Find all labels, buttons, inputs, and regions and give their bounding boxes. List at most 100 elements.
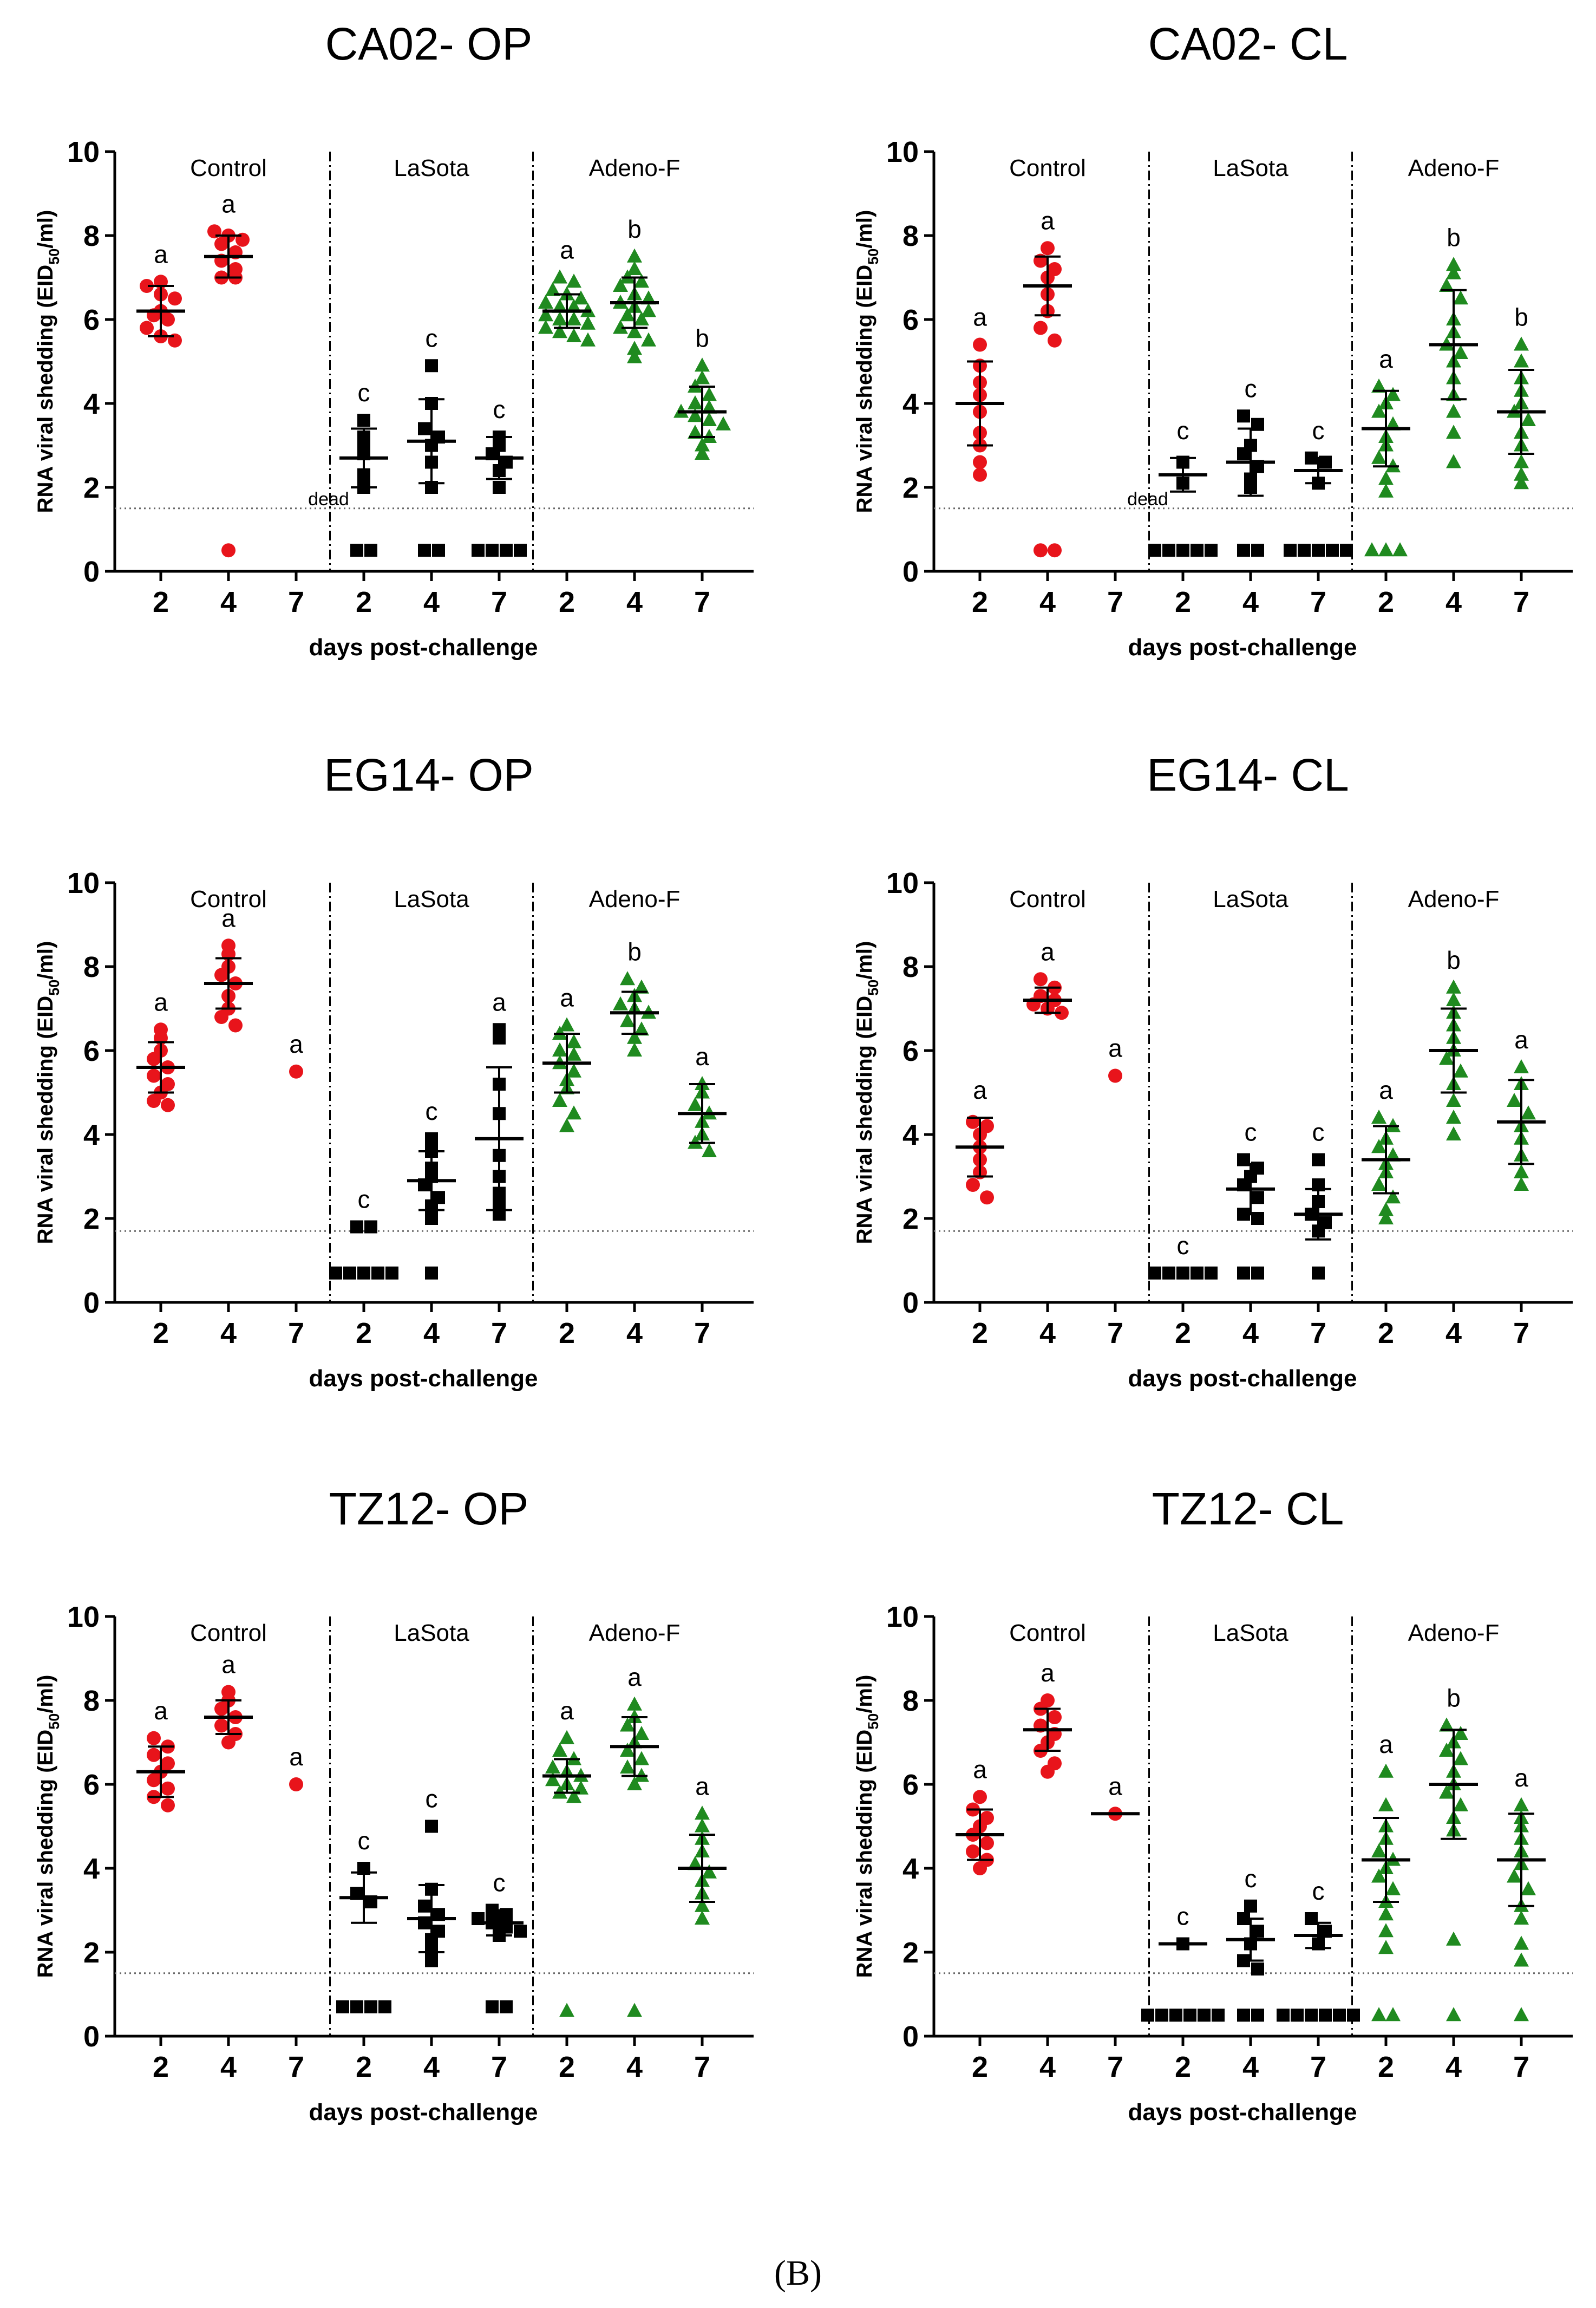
significance-letter: a bbox=[695, 1772, 709, 1800]
data-point bbox=[364, 544, 377, 557]
data-point bbox=[1385, 1189, 1401, 1204]
data-point bbox=[1162, 1266, 1175, 1280]
data-point bbox=[161, 1798, 175, 1813]
data-point bbox=[289, 1064, 303, 1079]
data-point bbox=[559, 1118, 574, 1132]
significance-letter: c bbox=[493, 1869, 506, 1897]
data-point bbox=[620, 307, 635, 322]
data-point bbox=[1514, 1797, 1529, 1811]
data-point bbox=[980, 1119, 994, 1133]
x-tick-label: 4 bbox=[423, 586, 440, 618]
data-point bbox=[545, 1759, 560, 1774]
significance-letter: c bbox=[1177, 1902, 1189, 1931]
data-point bbox=[228, 262, 243, 276]
x-axis-label: days post-challenge bbox=[1128, 634, 1357, 661]
data-point bbox=[364, 1220, 377, 1234]
x-tick-label: 7 bbox=[1107, 1317, 1123, 1349]
data-point bbox=[1378, 1923, 1394, 1938]
significance-letter: b bbox=[627, 937, 642, 966]
y-tick-label: 10 bbox=[67, 1601, 100, 1633]
data-point bbox=[221, 1685, 236, 1699]
data-point bbox=[1385, 2007, 1401, 2022]
data-point bbox=[1305, 2009, 1318, 2022]
x-tick-label: 2 bbox=[356, 2051, 372, 2083]
data-point bbox=[688, 408, 703, 422]
data-point bbox=[552, 324, 567, 338]
data-point bbox=[1521, 1105, 1536, 1120]
y-tick-label: 0 bbox=[902, 556, 919, 588]
data-point bbox=[695, 370, 710, 384]
data-point bbox=[695, 357, 710, 372]
y-axis-label: RNA viral shedding (EID50/ml) bbox=[853, 941, 881, 1244]
data-point bbox=[641, 303, 656, 317]
data-point bbox=[418, 1899, 431, 1913]
data-point bbox=[566, 273, 581, 288]
data-point bbox=[1514, 1952, 1529, 1967]
data-point bbox=[1048, 1710, 1062, 1724]
data-point bbox=[966, 1178, 980, 1192]
data-point bbox=[1183, 2009, 1196, 2022]
data-point bbox=[425, 1212, 438, 1225]
data-point bbox=[613, 996, 628, 1010]
data-point bbox=[1385, 1147, 1401, 1162]
significance-letter: b bbox=[1447, 946, 1461, 974]
y-tick-label: 6 bbox=[83, 1769, 100, 1801]
data-point bbox=[1205, 544, 1218, 557]
y-tick-label: 6 bbox=[83, 1035, 100, 1067]
x-tick-label: 2 bbox=[153, 586, 169, 618]
group-label: Adeno-F bbox=[589, 886, 681, 912]
data-point bbox=[1041, 241, 1055, 256]
data-point bbox=[1371, 403, 1386, 418]
data-point bbox=[627, 341, 642, 355]
y-tick-label: 10 bbox=[67, 867, 100, 899]
data-point bbox=[1514, 1935, 1529, 1950]
significance-letter: c bbox=[358, 379, 370, 407]
data-point bbox=[425, 1820, 438, 1833]
data-point bbox=[566, 1105, 581, 1120]
data-point bbox=[1507, 1093, 1522, 1107]
data-point bbox=[343, 1266, 356, 1280]
significance-letter: c bbox=[358, 1827, 370, 1855]
data-point bbox=[620, 1743, 635, 1757]
data-point bbox=[1251, 1266, 1264, 1280]
data-point bbox=[1507, 1868, 1522, 1883]
significance-letter: a bbox=[1041, 1659, 1055, 1687]
data-point bbox=[1141, 2009, 1154, 2022]
data-point bbox=[425, 1132, 438, 1145]
y-tick-label: 10 bbox=[886, 136, 919, 168]
data-point bbox=[1446, 1110, 1461, 1124]
significance-letter: c bbox=[1245, 1864, 1257, 1893]
data-point bbox=[147, 1748, 161, 1762]
x-tick-label: 2 bbox=[153, 2051, 169, 2083]
data-point bbox=[627, 2003, 642, 2017]
x-tick-label: 2 bbox=[972, 2051, 988, 2083]
dead-label: dead bbox=[308, 489, 349, 510]
x-tick-label: 4 bbox=[1039, 586, 1056, 618]
x-tick-label: 2 bbox=[1175, 1317, 1191, 1349]
data-point bbox=[966, 1844, 980, 1859]
x-tick-label: 2 bbox=[153, 1317, 169, 1349]
x-tick-label: 4 bbox=[626, 1317, 643, 1349]
data-point bbox=[1205, 1266, 1218, 1280]
data-point bbox=[1439, 1784, 1454, 1799]
data-point bbox=[1169, 2009, 1182, 2022]
data-point bbox=[350, 2000, 363, 2013]
data-point bbox=[432, 1925, 445, 1938]
data-point bbox=[1312, 1266, 1325, 1280]
significance-letter: c bbox=[1312, 1118, 1325, 1146]
data-point bbox=[1162, 544, 1175, 557]
data-point bbox=[500, 544, 513, 557]
chart-title: CA02- CL bbox=[1148, 18, 1348, 69]
data-point bbox=[1378, 1940, 1394, 1954]
data-point bbox=[140, 321, 154, 335]
group-label: Control bbox=[1009, 155, 1086, 181]
data-point bbox=[1340, 544, 1353, 557]
significance-letter: a bbox=[1514, 1764, 1528, 1792]
data-point bbox=[1439, 1743, 1454, 1757]
y-tick-label: 4 bbox=[83, 1119, 100, 1151]
data-point bbox=[695, 446, 710, 460]
data-point bbox=[1312, 544, 1325, 557]
y-axis-label: RNA viral shedding (EID50/ml) bbox=[853, 210, 881, 513]
y-tick-label: 6 bbox=[902, 1769, 919, 1801]
data-point bbox=[350, 544, 363, 557]
